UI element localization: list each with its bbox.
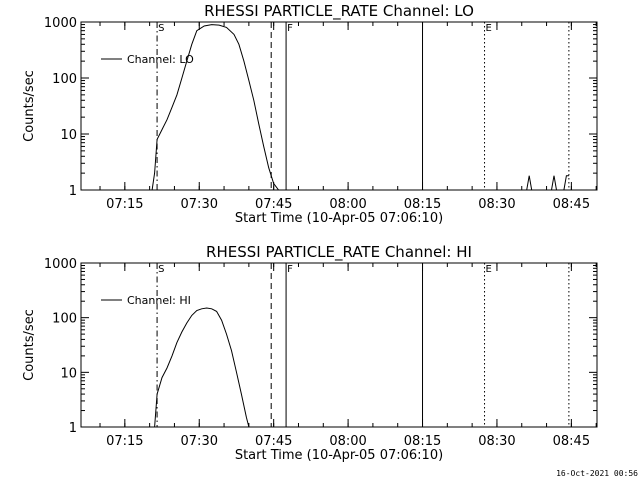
panel1-y-tick-label: 1000 (44, 16, 77, 31)
panel2-event-marker-label: E (486, 264, 492, 275)
panel2-y-tick-label: 1 (69, 421, 77, 436)
panel2-series-line (154, 307, 250, 428)
panel1-x-tick-label: 07:30 (181, 197, 218, 212)
panel1-y-tick-label: 1 (69, 184, 77, 199)
panel1-x-tick-label: 07:45 (255, 197, 292, 212)
panel2-chart-title: RHESSI PARTICLE_RATE Channel: HI (206, 243, 472, 262)
panel2-event-marker-label: F (287, 264, 293, 275)
panel1-y-tick-label: 10 (60, 128, 77, 143)
panel1-y-tick-label: 100 (52, 72, 77, 87)
panel2-y-tick-label: 10 (60, 366, 77, 381)
panel2-y-axis-label: Counts/sec (22, 309, 37, 381)
panel1-y-axis-label: Counts/sec (22, 70, 37, 142)
panel2-x-tick-label: 08:15 (404, 434, 441, 449)
panel1-chart-title: RHESSI PARTICLE_RATE Channel: LO (204, 2, 474, 21)
panel2-y-tick-label: 1000 (44, 257, 77, 272)
panel1-x-tick-label: 08:45 (553, 197, 590, 212)
panel1-x-tick-label: 07:15 (106, 197, 143, 212)
panel2-event-marker-label: S (158, 264, 164, 275)
panel2-x-tick-label: 07:45 (255, 434, 292, 449)
panel1-x-tick-label: 08:30 (478, 197, 515, 212)
panel2-x-tick-label: 08:45 (553, 434, 590, 449)
panel1-axes-frame (80, 21, 598, 191)
panel2-x-tick-label: 08:30 (478, 434, 515, 449)
panel1-series-line (526, 175, 533, 191)
panel2-x-tick-label: 07:15 (106, 434, 143, 449)
panel1-series-line (551, 175, 557, 191)
panel1-x-tick-label: 08:00 (329, 197, 366, 212)
panel1-series-line (563, 175, 569, 191)
panel2-y-tick-label: 100 (52, 312, 77, 327)
panel1-x-axis-label: Start Time (10-Apr-05 07:06:10) (235, 211, 443, 226)
panel1-event-marker-label: E (486, 23, 492, 34)
panel1-legend-label: Channel: LO (127, 53, 194, 66)
panel2-x-tick-label: 08:00 (329, 434, 366, 449)
panel2-x-axis-label: Start Time (10-Apr-05 07:06:10) (235, 448, 443, 463)
generation-timestamp: 16-Oct-2021 00:56 (556, 469, 638, 478)
panel2-x-tick-label: 07:30 (181, 434, 218, 449)
panel1-x-tick-label: 08:15 (404, 197, 441, 212)
panel1-event-marker-label: S (158, 23, 164, 34)
panel1-event-marker-label: F (287, 23, 293, 34)
panel2-legend-label: Channel: HI (127, 294, 191, 307)
panel1-series-line (151, 24, 279, 191)
panel2-axes-frame (80, 262, 598, 428)
